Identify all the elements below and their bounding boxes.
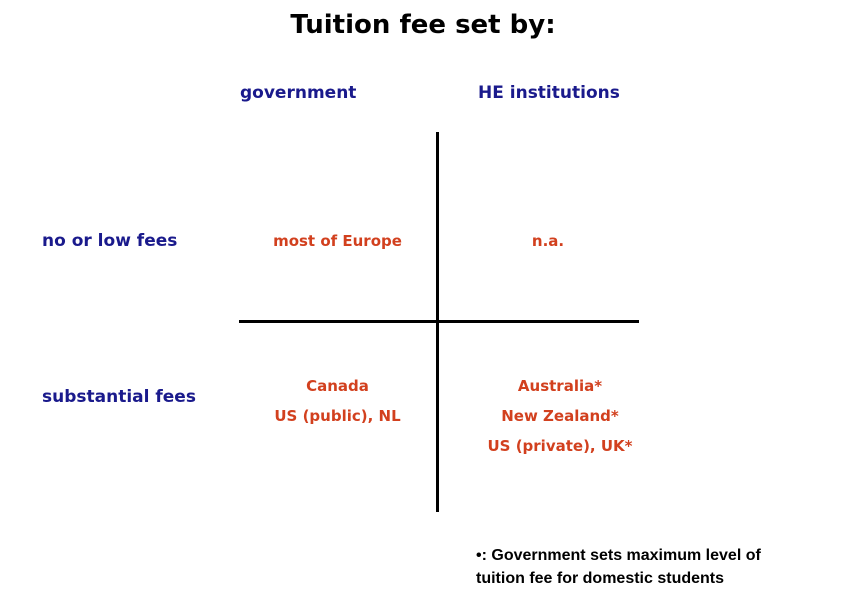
- cell-item: n.a.: [531, 232, 565, 250]
- horizontal-axis-line: [239, 320, 639, 323]
- quadrant-government-low: most of Europe: [239, 226, 436, 256]
- cell-item: US (private), UK*: [487, 437, 633, 455]
- cell-item: New Zealand*: [501, 407, 619, 425]
- row-header-substantial-fees: substantial fees: [42, 387, 196, 407]
- row-header-low-fees: no or low fees: [42, 231, 178, 251]
- quadrant-institutions-low: n.a.: [448, 226, 648, 256]
- diagram-title: Tuition fee set by:: [290, 10, 556, 40]
- quadrant-institutions-substantial: Australia* New Zealand* US (private), UK…: [460, 371, 660, 461]
- cell-item: most of Europe: [273, 232, 402, 250]
- cell-item: Canada: [306, 377, 369, 395]
- footnote: •: Government sets maximum level of tuit…: [476, 544, 836, 590]
- cell-item: Australia*: [517, 377, 603, 395]
- footnote-line: tuition fee for domestic students: [476, 570, 725, 587]
- cell-item: US (public), NL: [274, 407, 401, 425]
- column-header-institutions: HE institutions: [478, 83, 620, 103]
- quadrant-government-substantial: Canada US (public), NL: [239, 371, 436, 431]
- footnote-line: •: Government sets maximum level of: [476, 547, 761, 564]
- column-header-government: government: [240, 83, 357, 103]
